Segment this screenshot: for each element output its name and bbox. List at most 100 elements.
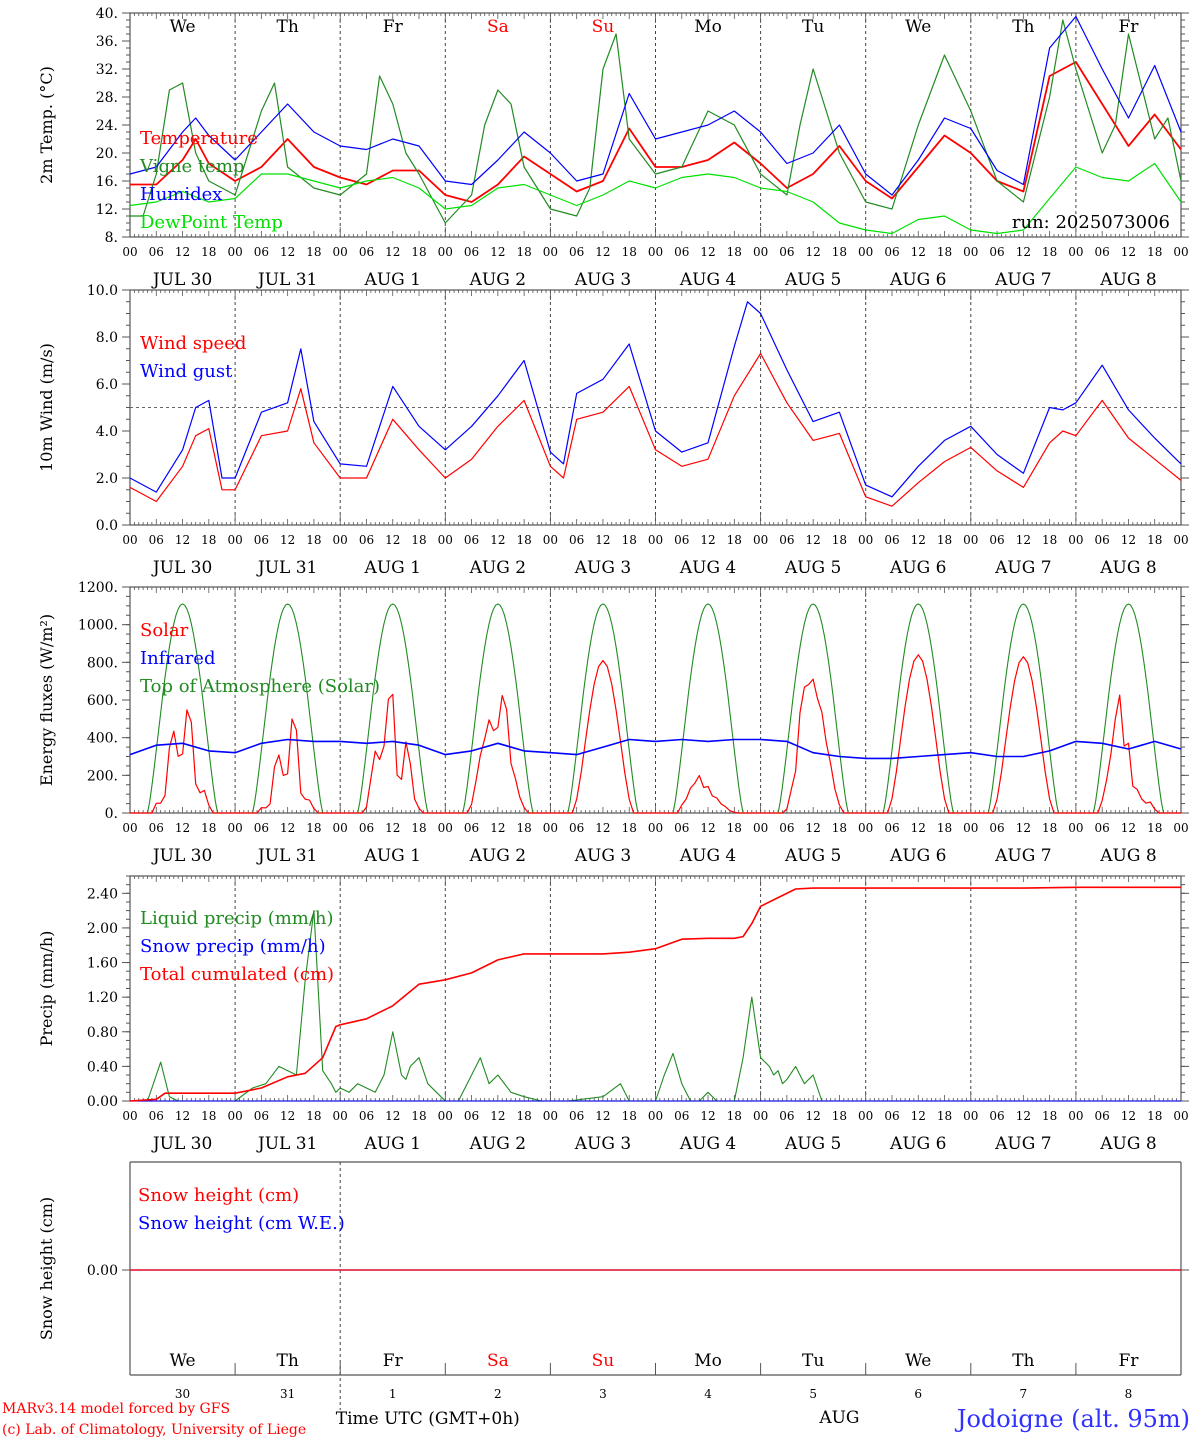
hour-label: 12 <box>280 245 295 259</box>
hour-label: 18 <box>622 1109 637 1123</box>
hour-label: 12 <box>490 821 505 835</box>
hour-label: 06 <box>779 533 794 547</box>
y-tick-label: 0.00 <box>87 1094 118 1110</box>
series-line-wind <box>129 352 1182 507</box>
date-label: AUG 6 <box>889 846 946 866</box>
hour-label: 12 <box>911 245 926 259</box>
legend-entry: Solar <box>140 620 189 641</box>
date-label: AUG 5 <box>784 846 841 866</box>
y-tick-label: 16. <box>96 174 118 190</box>
day-number: 30 <box>175 1387 190 1401</box>
date-label: JUL 31 <box>256 558 317 578</box>
weekday-label: Th <box>1012 1351 1034 1371</box>
weekday-label: We <box>905 1351 931 1371</box>
hour-label: 12 <box>490 245 505 259</box>
hour-label: 12 <box>280 1109 295 1123</box>
date-label: JUL 30 <box>151 846 212 866</box>
date-label: JUL 30 <box>151 1134 212 1154</box>
y-tick-label: 40. <box>96 6 118 22</box>
hour-label: 06 <box>254 533 269 547</box>
hour-label: 12 <box>280 821 295 835</box>
hour-label: 00 <box>333 821 348 835</box>
hour-label: 18 <box>411 245 426 259</box>
hour-label: 00 <box>963 533 978 547</box>
y-tick-label: 0.40 <box>87 1059 118 1075</box>
weekday-label: Mo <box>694 17 722 37</box>
legend-entry: Snow height (cm W.E.) <box>138 1213 345 1234</box>
model-credit: MARv3.14 model forced by GFS <box>2 1401 230 1417</box>
hour-label: 18 <box>832 245 847 259</box>
date-label: JUL 30 <box>151 270 212 290</box>
weekday-label: Th <box>277 17 299 37</box>
hour-label: 12 <box>490 1109 505 1123</box>
y-tick-label: 2.0 <box>96 471 118 487</box>
hour-label: 00 <box>1173 821 1188 835</box>
hour-label: 12 <box>385 533 400 547</box>
hour-label: 12 <box>700 821 715 835</box>
hour-label: 00 <box>753 1109 768 1123</box>
run-label: run: 2025073006 <box>1012 212 1170 233</box>
hour-label: 00 <box>227 1109 242 1123</box>
hour-label: 00 <box>1068 821 1083 835</box>
hour-label: 12 <box>700 1109 715 1123</box>
hour-label: 00 <box>858 1109 873 1123</box>
hour-label: 18 <box>1147 245 1162 259</box>
hour-label: 00 <box>753 533 768 547</box>
hour-label: 18 <box>727 821 742 835</box>
y-tick-label: 20. <box>96 146 118 162</box>
hour-label: 06 <box>359 245 374 259</box>
hour-label: 06 <box>149 245 164 259</box>
hour-label: 06 <box>884 533 899 547</box>
date-label: AUG 1 <box>364 270 421 290</box>
hour-label: 06 <box>779 1109 794 1123</box>
date-label: AUG 6 <box>889 1134 946 1154</box>
hour-label: 18 <box>1042 1109 1057 1123</box>
hour-label: 18 <box>1042 821 1057 835</box>
hour-label: 18 <box>516 533 531 547</box>
hour-label: 12 <box>806 245 821 259</box>
date-label: AUG 1 <box>364 558 421 578</box>
hour-label: 12 <box>911 533 926 547</box>
y-axis-label: Precip (mm/h) <box>37 931 56 1047</box>
y-axis-label: Energy fluxes (W/m²) <box>37 614 56 786</box>
date-label: AUG 7 <box>994 270 1051 290</box>
hour-label: 12 <box>1016 533 1031 547</box>
hour-label: 00 <box>438 821 453 835</box>
hour-label: 12 <box>1121 533 1136 547</box>
hour-label: 18 <box>727 245 742 259</box>
hour-label: 18 <box>201 533 216 547</box>
weekday-label: Sa <box>487 1351 509 1371</box>
hour-label: 06 <box>464 533 479 547</box>
lab-credit: (c) Lab. of Climatology, University of L… <box>2 1422 306 1438</box>
hour-label: 00 <box>648 245 663 259</box>
legend-entry: Top of Atmosphere (Solar) <box>140 676 380 697</box>
hour-label: 12 <box>385 821 400 835</box>
hour-label: 18 <box>516 1109 531 1123</box>
y-tick-label: 1.20 <box>87 990 118 1006</box>
hour-label: 18 <box>1147 821 1162 835</box>
day-number: 6 <box>914 1387 922 1401</box>
hour-label: 06 <box>464 821 479 835</box>
hour-label: 00 <box>1068 245 1083 259</box>
hour-label: 12 <box>1016 1109 1031 1123</box>
hour-label: 06 <box>464 1109 479 1123</box>
hour-label: 06 <box>989 245 1004 259</box>
y-tick-label: 4.0 <box>96 424 118 440</box>
y-tick-label: 0. <box>105 806 118 822</box>
date-label: AUG 6 <box>889 558 946 578</box>
hour-label: 00 <box>1173 533 1188 547</box>
hour-label: 00 <box>122 533 137 547</box>
series-line-infrared <box>129 738 1182 760</box>
hour-label: 18 <box>516 821 531 835</box>
hour-label: 12 <box>280 533 295 547</box>
weekday-label: Fr <box>383 17 404 37</box>
hour-label: 12 <box>1121 1109 1136 1123</box>
date-label: AUG 2 <box>469 558 526 578</box>
weekday-label: Sa <box>487 17 509 37</box>
day-number: 4 <box>704 1387 712 1401</box>
hour-label: 18 <box>937 821 952 835</box>
y-tick-label: 2.40 <box>87 886 118 902</box>
date-label: AUG 1 <box>364 1134 421 1154</box>
y-tick-label: 12. <box>96 202 118 218</box>
date-label: AUG 1 <box>364 846 421 866</box>
